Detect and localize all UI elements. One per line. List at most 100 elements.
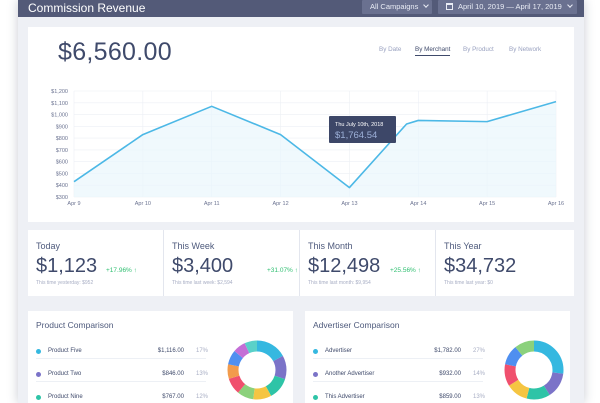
card-title: Product Comparison (36, 320, 114, 330)
stat-this-year: This Year $34,732 This time last year: $… (436, 230, 574, 296)
area-fill (74, 101, 556, 197)
legend-dot (313, 395, 318, 400)
calendar-icon (446, 3, 453, 10)
item-percent: 14% (472, 371, 485, 377)
item-percent: 12% (195, 394, 208, 400)
series-line (73, 100, 557, 189)
list-item[interactable]: Another Advertiser $932.00 14% (313, 370, 485, 382)
revenue-line-chart: $300 $400 $500 $600 $700 $800 $900 $1,000 $1,100… (51, 89, 564, 207)
stat-comparison: This time last month: $9,954 (308, 280, 371, 286)
stat-comparison: This time last year: $0 (444, 280, 493, 286)
stat-value: $34,732 (444, 255, 517, 277)
item-amount: $846.00 (162, 371, 184, 377)
stat-value: $12,498 (308, 255, 381, 277)
tab-by-date[interactable]: By Date (379, 46, 402, 53)
donut-segment (227, 340, 287, 400)
y-tick-label: $700 (56, 148, 68, 154)
total-revenue: $6,560.00 (58, 38, 172, 66)
stats-row: Today $1,123 +17.96% ↑ This time yesterd… (28, 230, 574, 296)
legend-dot (313, 349, 318, 354)
stat-change: +31.07% ↑ (267, 267, 298, 274)
chevron-down-icon (566, 2, 573, 8)
stat-change: +25.56% ↑ (390, 267, 421, 274)
y-tick-label: $900 (56, 124, 68, 130)
list-item[interactable]: Product Five $1,116.00 17% (36, 347, 208, 359)
stat-label: Today (36, 241, 61, 251)
x-tick-label: Apr 14 (410, 201, 426, 207)
stat-this-week: This Week $3,400 +31.07% ↑ This time las… (164, 230, 300, 296)
y-tick-label: $1,100 (51, 101, 68, 107)
donut-segment (504, 340, 564, 400)
top-bar: Commission Revenue All Campaigns April 1… (18, 0, 584, 17)
page-title: Commission Revenue (28, 1, 146, 15)
y-tick-label: $300 (56, 195, 68, 201)
legend-dot (36, 372, 41, 377)
tooltip (329, 116, 396, 143)
legend-dot (313, 372, 318, 377)
x-tick-label: Apr 15 (479, 201, 495, 207)
legend-dot (36, 349, 41, 354)
stat-label: This Week (172, 241, 215, 251)
tab-by-merchant[interactable]: By Merchant (415, 46, 451, 56)
item-name: Product Five (48, 348, 82, 354)
item-amount: $932.00 (439, 371, 461, 377)
donut-segment (504, 340, 564, 400)
item-amount: $767.00 (162, 394, 184, 400)
tooltip-date: Thu July 10th, 2018 (335, 122, 383, 128)
x-tick-label: Apr 10 (135, 201, 151, 207)
stat-change: +17.96% ↑ (106, 267, 137, 274)
tab-by-network[interactable]: By Network (509, 46, 542, 53)
x-tick-label: Apr 12 (272, 201, 288, 207)
y-tick-label: $1,000 (51, 113, 68, 119)
y-tick-label: $500 (56, 171, 68, 177)
stat-comparison: This time yesterday: $952 (36, 280, 94, 286)
y-tick-label: $400 (56, 183, 68, 189)
card-title: Advertiser Comparison (313, 320, 400, 330)
list-item[interactable]: Product Two $846.00 13% (36, 370, 208, 382)
x-tick-label: Apr 9 (67, 201, 80, 207)
stat-today: Today $1,123 +17.96% ↑ This time yesterd… (28, 230, 164, 296)
item-name: Advertiser (325, 348, 353, 354)
item-percent: 27% (472, 348, 485, 354)
donut-segment (504, 340, 564, 400)
tab-by-product[interactable]: By Product (463, 46, 494, 53)
y-tick-label: $1,200 (51, 89, 68, 95)
list-item[interactable]: Advertiser $1,782.00 27% (313, 347, 485, 359)
stat-comparison: This time last week: $2,594 (172, 280, 233, 286)
item-amount: $1,782.00 (434, 348, 461, 354)
product-donut-chart (227, 340, 287, 400)
view-tabs: By Date By Merchant By Product By Networ… (28, 46, 574, 58)
y-tick-label: $800 (56, 136, 68, 142)
advertiser-donut-chart (504, 340, 564, 400)
list-item[interactable]: This Advertiser $859.00 13% (313, 393, 485, 403)
stat-label: This Month (308, 241, 353, 251)
advertiser-comparison-card: Advertiser Comparison Advertiser $1,782.… (305, 311, 570, 403)
stat-value: $3,400 (172, 255, 234, 277)
item-name: Product Two (48, 371, 82, 377)
item-percent: 13% (472, 394, 485, 400)
x-tick-label: Apr 11 (204, 201, 220, 207)
tooltip-value: $1,764.54 (335, 130, 377, 141)
list-item[interactable]: Product Nine $767.00 12% (36, 393, 208, 403)
product-comparison-card: Product Comparison Product Five $1,116.0… (28, 311, 293, 403)
donut-segment (227, 340, 287, 400)
item-amount: $859.00 (439, 394, 461, 400)
revenue-card: $6,560.00 By Date By Merchant By Product… (28, 27, 574, 222)
campaign-dropdown-label: All Campaigns (370, 2, 419, 11)
date-range-picker[interactable]: April 10, 2019 — April 17, 2019 (438, 0, 577, 14)
x-tick-label: Apr 16 (548, 201, 564, 207)
donut-segment (227, 340, 287, 400)
item-name: Product Nine (48, 394, 83, 400)
stat-value: $1,123 (36, 255, 98, 277)
item-percent: 17% (195, 348, 208, 354)
campaign-dropdown[interactable]: All Campaigns (362, 0, 432, 14)
date-range-label: April 10, 2019 — April 17, 2019 (458, 2, 562, 11)
x-tick-label: Apr 13 (341, 201, 357, 207)
item-percent: 13% (195, 371, 208, 377)
donut-segment (227, 340, 287, 400)
item-amount: $1,116.00 (157, 348, 184, 354)
item-name: This Advertiser (325, 394, 365, 400)
item-name: Another Advertiser (325, 371, 375, 377)
dashboard: Commission Revenue All Campaigns April 1… (18, 0, 584, 403)
y-tick-label: $600 (56, 160, 68, 166)
